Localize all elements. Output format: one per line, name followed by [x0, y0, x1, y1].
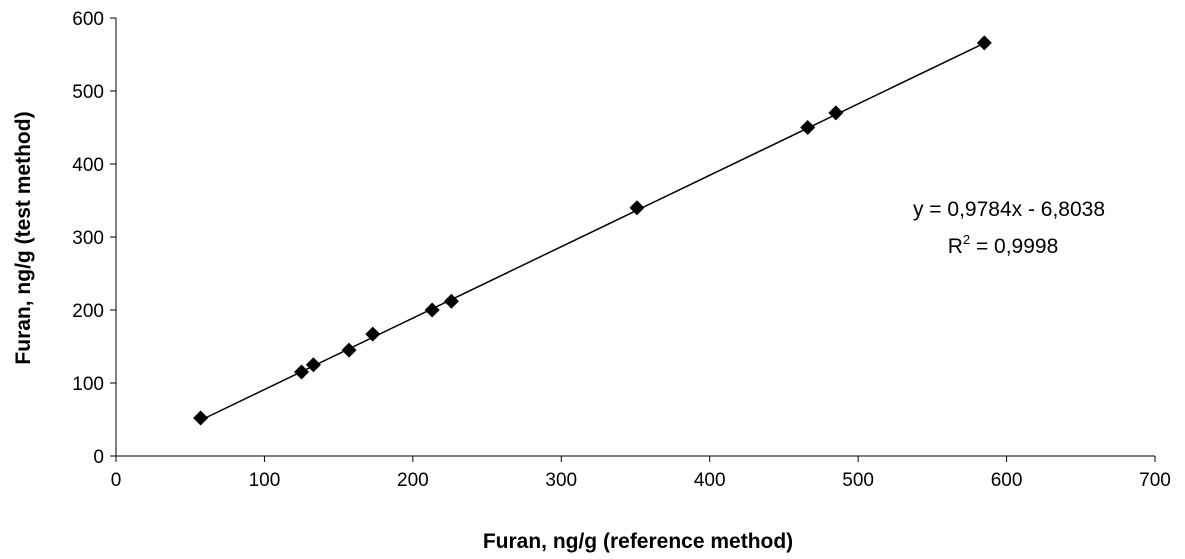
- data-point-diamond: [976, 35, 992, 51]
- y-tick-label: 500: [72, 82, 104, 103]
- y-tick-label: 300: [72, 228, 104, 249]
- data-point-diamond: [800, 120, 816, 135]
- x-axis-title: Furan, ng/g (reference method): [483, 530, 793, 553]
- data-points: [193, 35, 992, 426]
- y-tick-label: 400: [72, 155, 104, 176]
- data-point-diamond: [828, 105, 844, 121]
- y-tick-label: 600: [72, 9, 104, 30]
- r-squared-superscript: 2: [963, 232, 970, 247]
- x-tick-label: 400: [694, 470, 726, 491]
- r-squared-value: = 0,9998: [970, 235, 1058, 258]
- data-point-diamond: [424, 302, 440, 318]
- x-tick-label: 100: [249, 470, 281, 491]
- y-tick-label: 100: [72, 374, 104, 395]
- data-point-diamond: [443, 293, 459, 309]
- trendline-group: [200, 42, 985, 421]
- data-point-diamond: [341, 342, 357, 358]
- data-point-diamond: [629, 200, 645, 216]
- data-point-diamond: [305, 357, 321, 373]
- data-point-diamond: [193, 410, 209, 426]
- r-squared-label: R2 = 0,9998: [948, 232, 1059, 258]
- data-point-diamond: [365, 326, 381, 342]
- y-tick-label: 0: [93, 447, 104, 468]
- y-tick-label: 200: [72, 301, 104, 322]
- trendline-equation: y = 0,9784x - 6,8038: [913, 198, 1105, 221]
- trendline: [200, 42, 985, 421]
- y-axis-title: Furan, ng/g (test method): [12, 111, 35, 364]
- x-tick-label: 600: [991, 470, 1023, 491]
- x-tick-label: 500: [842, 470, 874, 491]
- r-squared-symbol: R: [948, 235, 963, 258]
- x-tick-label: 700: [1139, 470, 1171, 491]
- data-point-diamond: [294, 364, 310, 380]
- x-tick-label: 200: [397, 470, 429, 491]
- axes: 0 100 200 300 400 500 600 0 100 200 300 400 500 600 70…: [72, 9, 1171, 491]
- x-tick-label: 0: [111, 470, 122, 491]
- x-tick-label: 300: [545, 470, 577, 491]
